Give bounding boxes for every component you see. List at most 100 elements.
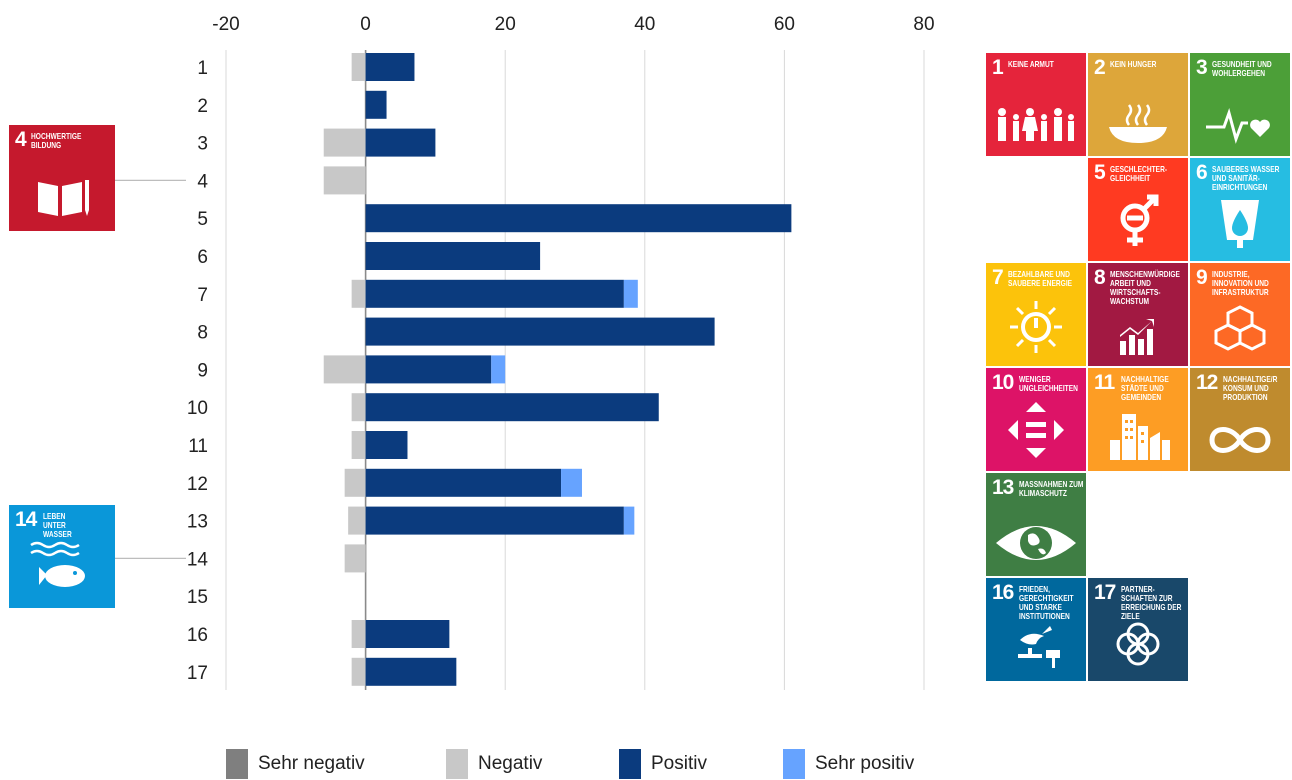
tile-label: Weniger Ungleichheiten bbox=[1019, 374, 1078, 393]
x-axis-ticks: -20 0 20 40 60 80 bbox=[212, 14, 934, 35]
sdg-tile-17: 17 Partner-schaften zur Erreichung der Zi… bbox=[1088, 578, 1188, 681]
x-tick-label: 0 bbox=[360, 14, 371, 35]
y-category-label: 14 bbox=[187, 549, 209, 570]
heartbeat-icon bbox=[1190, 105, 1290, 150]
legend-swatch bbox=[783, 749, 805, 779]
bar-sehr-positiv-7 bbox=[623, 279, 638, 308]
tile-label: Geschlechter-Gleichheit bbox=[1110, 164, 1168, 183]
bar-positiv-8 bbox=[365, 317, 715, 346]
bar-negativ-1 bbox=[351, 53, 366, 81]
y-category-label: 13 bbox=[187, 512, 208, 533]
bowl-icon bbox=[1088, 101, 1188, 150]
tile-label: Gesundheit und Wohlergehen bbox=[1212, 59, 1272, 78]
sdg-tile-6: 6 Sauberes Wasser und Sanitär-Einrichtung… bbox=[1190, 158, 1290, 261]
tile-label: Bezahlbare und saubere Energie bbox=[1008, 269, 1073, 288]
tile-label: Leben unter Wasser bbox=[43, 511, 72, 539]
bar-negativ-12 bbox=[344, 468, 366, 497]
infinity-icon bbox=[1190, 420, 1290, 465]
y-category-label: 11 bbox=[188, 436, 208, 457]
x-tick-label: 60 bbox=[774, 14, 795, 35]
bar-negativ-11 bbox=[351, 431, 366, 459]
tile-number: 13 bbox=[992, 476, 1014, 499]
bar-negativ-13 bbox=[348, 506, 366, 535]
legend-item-sehr-negativ: Sehr negativ bbox=[226, 749, 365, 779]
sdg-tile-12: 12 Nachhaltige/r Konsum und Produktion bbox=[1190, 368, 1290, 471]
tile-number: 6 bbox=[1196, 161, 1208, 184]
sdg-tile-8: 8 Menschenwürdige Arbeit und Wirtschafts-… bbox=[1088, 263, 1188, 366]
tile-label: Sauberes Wasser und Sanitär-Einrichtunge… bbox=[1212, 164, 1280, 192]
legend-item-positiv: Positiv bbox=[619, 749, 707, 779]
fish-waves-icon bbox=[25, 539, 115, 602]
water-drop-icon bbox=[1190, 194, 1290, 255]
y-category-label: 12 bbox=[187, 474, 208, 495]
tile-number: 3 bbox=[1196, 56, 1208, 79]
bar-negativ-10 bbox=[351, 393, 366, 422]
y-category-label: 8 bbox=[197, 323, 208, 344]
bar-positiv-7 bbox=[365, 279, 624, 308]
bar-negativ-14 bbox=[344, 544, 366, 573]
tile-label: Industrie, Innovation und Infrastruktur bbox=[1212, 269, 1269, 297]
tile-number: 12 bbox=[1196, 371, 1218, 394]
y-category-label: 1 bbox=[197, 58, 208, 79]
bar-sehr-positiv-13 bbox=[623, 506, 635, 535]
sun-power-icon bbox=[986, 299, 1086, 360]
sdg-tile-13: 13 Massnahmen zum Klimaschutz bbox=[986, 473, 1086, 576]
tile-number: 5 bbox=[1094, 161, 1106, 184]
equality-arrows-icon bbox=[986, 400, 1086, 465]
tile-label: Menschenwürdige Arbeit und Wirtschafts-W… bbox=[1110, 269, 1180, 306]
x-tick-label: 80 bbox=[913, 14, 934, 35]
book-pencil-icon bbox=[9, 174, 115, 225]
bar-positiv-16 bbox=[365, 620, 450, 648]
tile-number: 8 bbox=[1094, 266, 1106, 289]
sdg-tile-1: 1 Keine Armut bbox=[986, 53, 1086, 156]
y-category-label: 17 bbox=[187, 663, 208, 684]
x-tick-label: -20 bbox=[212, 14, 239, 35]
highlight-tile-goal-4: 4 Hochwertige Bildung bbox=[9, 125, 115, 231]
y-category-label: 3 bbox=[197, 134, 208, 155]
tile-number: 9 bbox=[1196, 266, 1208, 289]
tile-label: Kein Hunger bbox=[1110, 59, 1157, 69]
bar-positiv-13 bbox=[365, 506, 624, 535]
tile-label: Nachhaltige/r Konsum und Produktion bbox=[1223, 374, 1278, 402]
tile-label: Keine Armut bbox=[1008, 59, 1054, 69]
sdg-tile-5: 5 Geschlechter-Gleichheit bbox=[1088, 158, 1188, 261]
eye-globe-icon bbox=[986, 521, 1086, 570]
tile-label: Nachhaltige Städte und Gemeinden bbox=[1121, 374, 1169, 402]
bar-sehr-positiv-9 bbox=[491, 355, 506, 384]
sdg-tile-2: 2 Kein Hunger bbox=[1088, 53, 1188, 156]
cubes-icon bbox=[1190, 303, 1290, 360]
rings-icon bbox=[1088, 618, 1188, 675]
tile-label: Partner-schaften zur Erreichung der Ziel… bbox=[1121, 584, 1182, 621]
highlight-tile-goal-14: 14 Leben unter Wasser bbox=[9, 505, 115, 608]
tile-number: 10 bbox=[992, 371, 1014, 394]
tile-number: 14 bbox=[15, 508, 37, 531]
bar-negativ-9 bbox=[323, 355, 366, 384]
legend-swatch bbox=[226, 749, 248, 779]
bar-sehr-positiv-12 bbox=[561, 468, 582, 497]
bar-positiv-12 bbox=[365, 468, 562, 497]
legend-label: Positiv bbox=[651, 753, 707, 774]
legend-label: Sehr negativ bbox=[258, 753, 365, 774]
tile-label: Hochwertige Bildung bbox=[31, 131, 82, 150]
legend-swatch bbox=[619, 749, 641, 779]
y-category-label: 9 bbox=[197, 360, 208, 381]
y-category-label: 2 bbox=[197, 96, 208, 117]
bar-negativ-17 bbox=[351, 657, 366, 686]
tile-label: Frieden, Gerechtigkeit und starke Instit… bbox=[1019, 584, 1074, 621]
sdg-tile-7: 7 Bezahlbare und saubere Energie bbox=[986, 263, 1086, 366]
sdg-tile-11: 11 Nachhaltige Städte und Gemeinden bbox=[1088, 368, 1188, 471]
x-tick-label: 20 bbox=[495, 14, 516, 35]
bar-positiv-5 bbox=[365, 204, 792, 233]
tile-number: 7 bbox=[992, 266, 1004, 289]
y-category-label: 10 bbox=[187, 398, 208, 419]
bar-negativ-3 bbox=[323, 128, 366, 157]
legend-label: Negativ bbox=[478, 753, 543, 774]
legend-item-negativ: Negativ bbox=[446, 749, 542, 779]
bar-negativ-4 bbox=[323, 166, 366, 195]
tile-number: 17 bbox=[1094, 581, 1116, 604]
y-category-label: 7 bbox=[197, 285, 208, 306]
family-icon bbox=[986, 105, 1086, 150]
tile-number: 2 bbox=[1094, 56, 1106, 79]
